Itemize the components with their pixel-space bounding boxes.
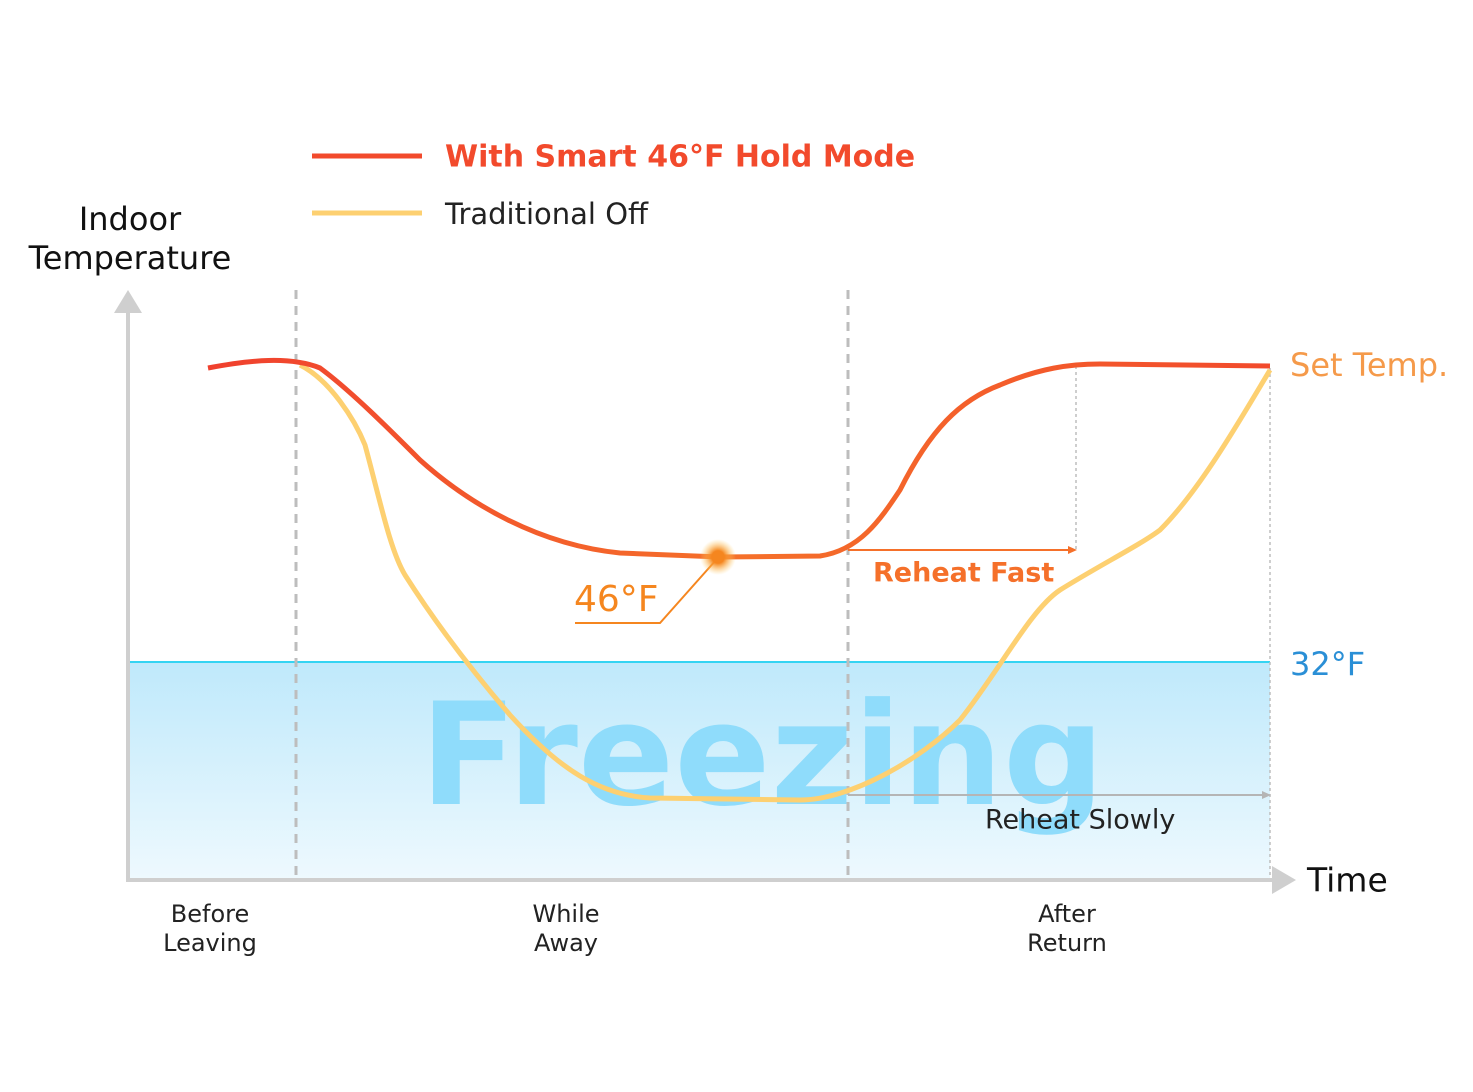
x-axis-arrow xyxy=(1272,866,1296,894)
y-axis-label: Indoor xyxy=(79,200,182,238)
legend-label: With Smart 46°F Hold Mode xyxy=(445,140,915,175)
y-axis-arrow xyxy=(114,290,142,313)
phase-label: Away xyxy=(534,929,598,957)
freezing-label: Freezing xyxy=(420,673,1105,838)
reheat-slow-label: Reheat Slowly xyxy=(985,805,1175,836)
reheat-fast-label: Reheat Fast xyxy=(873,558,1054,589)
x-axis-label: Time xyxy=(1306,861,1388,900)
legend-label: Traditional Off xyxy=(444,197,649,231)
phase-label: After xyxy=(1038,900,1096,928)
hold-leader xyxy=(575,559,717,624)
freezing-zone xyxy=(128,662,1270,880)
traditional-curve xyxy=(298,362,1273,803)
freeze-temp-label: 32°F xyxy=(1290,645,1365,683)
arrow-head xyxy=(1068,546,1077,554)
set-temp-label: Set Temp. xyxy=(1290,346,1448,384)
phase-label: Return xyxy=(1027,929,1107,957)
hold-point xyxy=(700,539,736,575)
phase-label: Leaving xyxy=(163,929,257,957)
hold-temp-label: 46°F xyxy=(574,579,659,620)
smart-curve xyxy=(207,357,1271,560)
phase-label: While xyxy=(532,900,599,928)
phase-label: Before xyxy=(171,900,249,928)
arrow-head xyxy=(1262,791,1271,799)
y-axis-label: Temperature xyxy=(28,239,232,277)
